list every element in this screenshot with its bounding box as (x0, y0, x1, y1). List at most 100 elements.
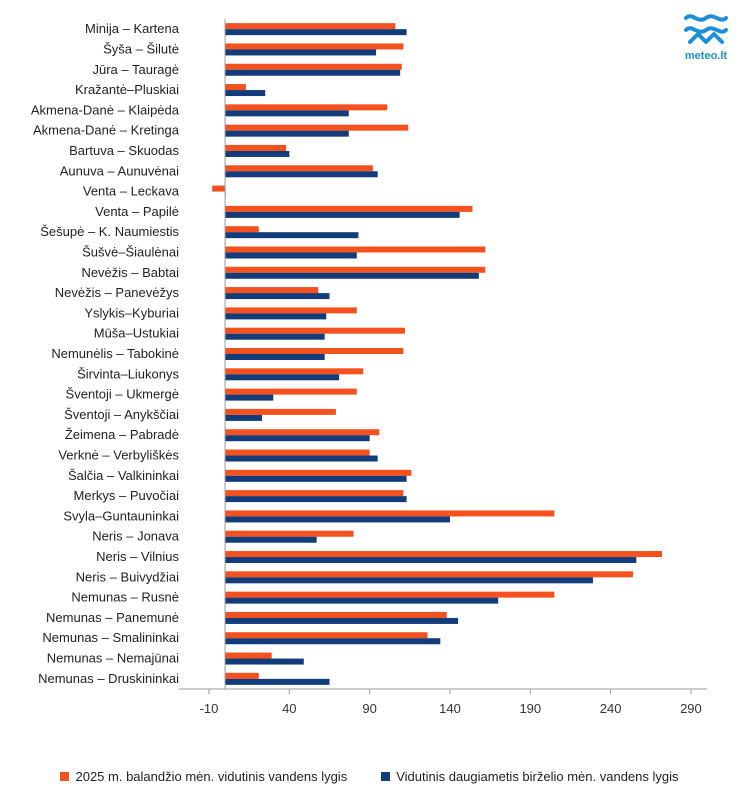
bar-average-1 (225, 49, 377, 56)
category-label: Kražantė–Pluskiai (75, 82, 179, 97)
meteo-logo: meteo.lt (680, 10, 732, 68)
category-label: Šventoji – Anykščiai (64, 407, 179, 422)
bar-2025-4 (225, 104, 388, 111)
bar-average-32 (225, 678, 330, 685)
bar-2025-22 (225, 469, 412, 476)
category-label: Bartuva – Skuodas (69, 143, 179, 158)
bar-average-18 (225, 394, 274, 401)
legend-item-2025: 2025 m. balandžio mėn. vidutinis vandens… (60, 764, 347, 788)
bar-2025-8 (212, 185, 226, 192)
category-label: Nemunas – Rusnė (71, 590, 179, 605)
category-label: Šešupė – K. Naumiestis (40, 224, 179, 239)
bar-2025-15 (225, 327, 405, 334)
x-tick-label: 190 (519, 701, 541, 716)
bar-2025-6 (225, 144, 287, 151)
bar-2025-29 (225, 611, 447, 618)
category-label: Nemunas – Panemunė (46, 610, 179, 625)
category-label: Žeimena – Pabradė (65, 427, 179, 442)
category-label: Šventoji – Ukmergė (66, 387, 179, 402)
bar-average-3 (225, 90, 266, 97)
bar-average-7 (225, 171, 378, 178)
bar-average-14 (225, 313, 327, 320)
bar-2025-32 (225, 672, 259, 679)
bar-2025-28 (225, 591, 555, 598)
bar-2025-9 (225, 205, 473, 212)
legend-label-average: Vidutinis daugiametis birželio mėn. vand… (396, 768, 679, 784)
category-label: Nemunas – Nemajūnai (47, 651, 179, 666)
legend-swatch-2025 (60, 771, 70, 781)
x-tick-label: 290 (680, 701, 702, 716)
bar-average-9 (225, 211, 460, 218)
bar-average-30 (225, 638, 441, 645)
bar-2025-13 (225, 287, 319, 294)
bar-average-23 (225, 496, 407, 503)
x-axis: -10 40 90 140 190 240 290 (179, 19, 707, 716)
category-label: Merkys – Puvočiai (74, 488, 180, 503)
category-label: Šyša – Šilutė (103, 41, 179, 56)
bar-average-16 (225, 354, 325, 360)
category-label: Akmena-Danė – Klaipėda (31, 102, 180, 117)
logo-text: meteo.lt (684, 50, 728, 62)
bar-average-0 (225, 29, 407, 36)
bar-2025-2 (225, 63, 402, 70)
bar-2025-25 (225, 530, 354, 537)
bar-2025-27 (225, 571, 634, 578)
bar-average-19 (225, 414, 263, 421)
bar-2025-7 (225, 165, 373, 172)
bar-average-17 (225, 374, 340, 381)
bar-average-15 (225, 333, 325, 340)
bar-2025-19 (225, 408, 336, 415)
legend-label-2025: 2025 m. balandžio mėn. vidutinis vandens… (75, 768, 348, 784)
bar-2025-3 (225, 84, 246, 91)
bars-group (212, 23, 663, 685)
category-label: Šušvė–Šiaulėnai (82, 244, 179, 259)
x-tick-label: 40 (282, 701, 296, 716)
bar-average-29 (225, 617, 458, 624)
bar-average-2 (225, 69, 401, 76)
bar-2025-17 (225, 368, 364, 375)
bar-average-31 (225, 658, 304, 665)
bar-average-25 (225, 536, 317, 543)
category-label: Nevėžis – Panevėžys (55, 285, 180, 300)
bar-average-11 (225, 252, 357, 259)
bar-average-4 (225, 110, 349, 117)
bar-average-10 (225, 232, 359, 239)
bar-2025-0 (225, 23, 396, 30)
category-label: Jūra – Tauragė (93, 62, 180, 77)
category-label: Aunuva – Aunuvėnai (60, 163, 179, 178)
x-tick-label: 140 (439, 701, 461, 716)
bar-average-27 (225, 577, 593, 584)
bar-average-6 (225, 150, 290, 157)
bar-2025-30 (225, 632, 428, 639)
bar-2025-18 (225, 388, 357, 395)
bar-2025-24 (225, 510, 555, 517)
bar-2025-10 (225, 226, 259, 233)
category-label: Verknė – Verbyliškės (58, 448, 179, 463)
bar-2025-14 (225, 307, 357, 314)
category-label: Nevėžis – Babtai (81, 265, 179, 280)
bar-average-21 (225, 455, 378, 462)
category-label: Nemunas – Druskininkai (38, 671, 179, 686)
bar-2025-20 (225, 429, 380, 436)
bar-average-13 (225, 293, 330, 300)
category-label: Mūša–Ustukiai (94, 326, 179, 341)
category-label: Neris – Vilnius (96, 549, 179, 564)
category-label: Nemunas – Smalininkai (42, 630, 179, 645)
category-label: Neris – Buivydžiai (76, 569, 179, 584)
waves-icon (684, 14, 728, 44)
category-label: Venta – Papilė (95, 204, 179, 219)
category-label: Šalčia – Valkininkai (68, 468, 179, 483)
category-label: Venta – Leckava (83, 184, 180, 199)
bar-average-26 (225, 557, 637, 564)
category-label: Yslykis–Kyburiai (84, 305, 179, 320)
category-label: Akmena-Danė – Kretinga (33, 123, 180, 138)
category-label: Minija – Kartena (85, 21, 180, 36)
category-label: Neris – Jonava (92, 529, 179, 544)
bar-2025-11 (225, 246, 486, 253)
bar-2025-12 (225, 266, 486, 273)
bar-2025-23 (225, 490, 404, 497)
legend-item-average: Vidutinis daugiametis birželio mėn. vand… (381, 764, 679, 788)
bar-average-12 (225, 272, 479, 279)
bar-average-22 (225, 475, 407, 482)
category-label: Nemunėlis – Tabokinė (51, 346, 179, 361)
